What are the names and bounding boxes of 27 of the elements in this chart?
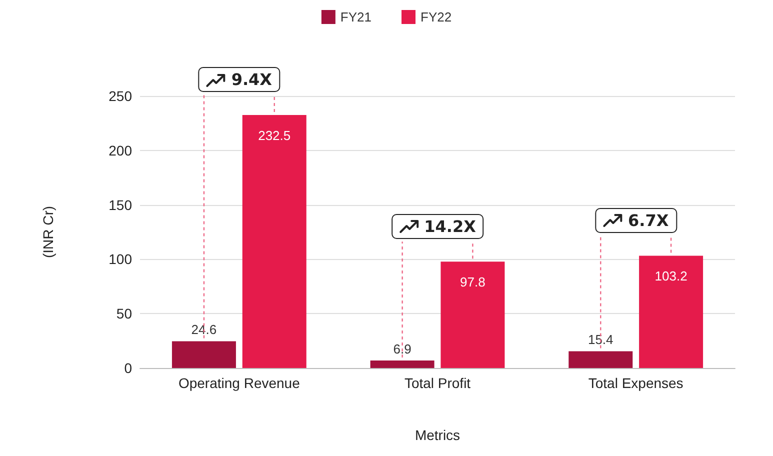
- x-tick-label: Total Expenses: [588, 375, 684, 391]
- data-label: 24.6: [191, 322, 217, 338]
- x-axis-title: Metrics: [414, 427, 460, 443]
- y-tick-label: 150: [108, 196, 132, 213]
- callout-box: 9.4X: [198, 67, 280, 92]
- legend-label: FY22: [420, 10, 452, 24]
- callout-box: 6.7X: [594, 208, 677, 233]
- x-tick-label: Operating Revenue: [178, 375, 300, 391]
- data-label: 103.2: [654, 268, 688, 284]
- callout-box: 14.2X: [391, 214, 484, 239]
- bar: [370, 360, 434, 368]
- y-tick-label: 0: [124, 360, 132, 376]
- data-label: 6.9: [393, 341, 412, 356]
- annotation: 6.7X: [628, 210, 669, 230]
- y-tick-label: 100: [108, 251, 132, 268]
- bar: [172, 341, 236, 368]
- annotation: 14.2X: [424, 216, 476, 236]
- y-axis-title: (INR Cr): [40, 206, 56, 258]
- data-label: 97.8: [460, 274, 486, 290]
- data-label: 15.4: [588, 332, 614, 348]
- y-tick-label: 250: [108, 88, 132, 104]
- x-tick-label: Total Profit: [404, 375, 471, 391]
- y-tick-label: 200: [108, 142, 132, 158]
- y-tick-label: 50: [116, 306, 132, 322]
- data-label: 232.5: [258, 128, 291, 144]
- legend-label: FY21: [340, 10, 372, 24]
- bar: [568, 351, 633, 368]
